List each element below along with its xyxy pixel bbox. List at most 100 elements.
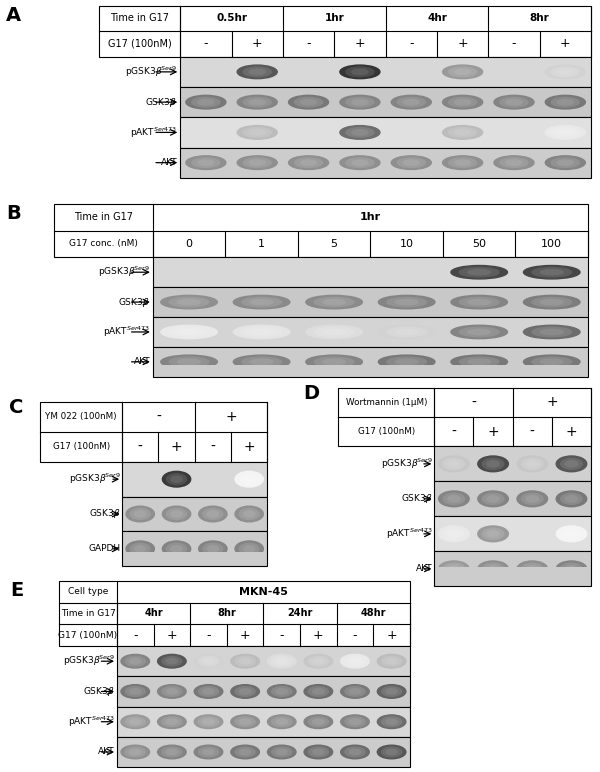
Ellipse shape (439, 456, 469, 472)
Text: -: - (409, 38, 413, 50)
Ellipse shape (233, 296, 290, 309)
Text: 4hr: 4hr (144, 608, 163, 618)
Text: -: - (353, 628, 357, 642)
Ellipse shape (163, 506, 191, 522)
Ellipse shape (487, 496, 499, 502)
Ellipse shape (478, 491, 508, 506)
Ellipse shape (379, 296, 435, 309)
Text: pAKT$^{Ser473}$: pAKT$^{Ser473}$ (386, 527, 433, 541)
Ellipse shape (126, 541, 154, 557)
Ellipse shape (468, 330, 491, 334)
Ellipse shape (272, 687, 292, 696)
Ellipse shape (482, 528, 504, 540)
Ellipse shape (235, 717, 255, 726)
Ellipse shape (352, 130, 368, 135)
Ellipse shape (545, 95, 586, 109)
Text: YM 022 (100nM): YM 022 (100nM) (46, 412, 117, 422)
Text: Time in G17: Time in G17 (74, 212, 133, 222)
Ellipse shape (521, 564, 543, 574)
Ellipse shape (556, 561, 587, 577)
Ellipse shape (242, 327, 281, 337)
Text: -: - (307, 38, 311, 50)
Text: G17 (100nM): G17 (100nM) (53, 442, 110, 452)
Ellipse shape (341, 745, 369, 759)
Ellipse shape (340, 156, 380, 170)
Ellipse shape (304, 745, 332, 759)
Ellipse shape (186, 156, 226, 170)
Ellipse shape (161, 355, 217, 368)
Ellipse shape (239, 509, 259, 520)
Ellipse shape (203, 509, 223, 520)
Ellipse shape (545, 65, 586, 79)
Text: AKT: AKT (161, 158, 177, 168)
Ellipse shape (382, 747, 401, 757)
Ellipse shape (526, 496, 538, 502)
Ellipse shape (551, 158, 580, 168)
Ellipse shape (126, 506, 154, 522)
Ellipse shape (125, 687, 145, 696)
Ellipse shape (340, 126, 380, 139)
Ellipse shape (244, 476, 255, 482)
Text: pGSK3$\beta$$^{Ser9}$: pGSK3$\beta$$^{Ser9}$ (381, 457, 433, 471)
Ellipse shape (517, 491, 548, 506)
Ellipse shape (289, 95, 329, 109)
Ellipse shape (561, 528, 582, 540)
Ellipse shape (377, 655, 406, 668)
Ellipse shape (541, 300, 563, 305)
Ellipse shape (239, 543, 259, 554)
Ellipse shape (166, 659, 178, 664)
Bar (153, 257, 588, 287)
Ellipse shape (561, 493, 582, 504)
Ellipse shape (345, 717, 365, 726)
Ellipse shape (308, 717, 328, 726)
Ellipse shape (443, 156, 482, 170)
Ellipse shape (199, 541, 227, 557)
Text: +: + (313, 628, 323, 642)
Ellipse shape (237, 156, 277, 170)
Ellipse shape (449, 67, 476, 76)
Ellipse shape (167, 474, 187, 485)
Ellipse shape (178, 300, 200, 305)
Ellipse shape (233, 355, 290, 368)
Ellipse shape (460, 297, 499, 306)
Text: AKT: AKT (416, 564, 433, 574)
Ellipse shape (397, 158, 425, 168)
Ellipse shape (166, 750, 178, 755)
Text: +: + (546, 395, 557, 409)
Ellipse shape (306, 296, 362, 309)
Ellipse shape (386, 659, 397, 664)
Ellipse shape (239, 689, 251, 694)
Ellipse shape (203, 719, 214, 724)
Ellipse shape (557, 100, 574, 105)
Ellipse shape (167, 509, 187, 520)
Ellipse shape (250, 300, 273, 305)
Text: 8hr: 8hr (530, 13, 550, 23)
Ellipse shape (448, 461, 460, 467)
Ellipse shape (243, 158, 271, 168)
Ellipse shape (561, 564, 582, 574)
Ellipse shape (439, 561, 469, 577)
Ellipse shape (386, 719, 397, 724)
Ellipse shape (249, 130, 265, 135)
Ellipse shape (235, 687, 255, 696)
Ellipse shape (162, 687, 182, 696)
Ellipse shape (306, 355, 362, 368)
Ellipse shape (186, 95, 226, 109)
Ellipse shape (276, 750, 287, 755)
Ellipse shape (478, 561, 508, 577)
Text: 5: 5 (331, 239, 338, 249)
Text: pAKT$^{Ser473}$: pAKT$^{Ser473}$ (68, 715, 115, 729)
Ellipse shape (386, 689, 397, 694)
Ellipse shape (517, 561, 548, 577)
Ellipse shape (162, 717, 182, 726)
Text: GAPDH: GAPDH (89, 544, 121, 554)
Ellipse shape (158, 685, 186, 698)
Ellipse shape (313, 689, 324, 694)
Ellipse shape (308, 687, 328, 696)
Text: G17 (100nM): G17 (100nM) (58, 631, 118, 640)
Ellipse shape (207, 511, 218, 517)
Text: pGSK3$\beta$$^{Ser9}$: pGSK3$\beta$$^{Ser9}$ (69, 472, 121, 486)
Text: +: + (252, 38, 263, 50)
Ellipse shape (178, 359, 200, 364)
Ellipse shape (521, 459, 543, 469)
